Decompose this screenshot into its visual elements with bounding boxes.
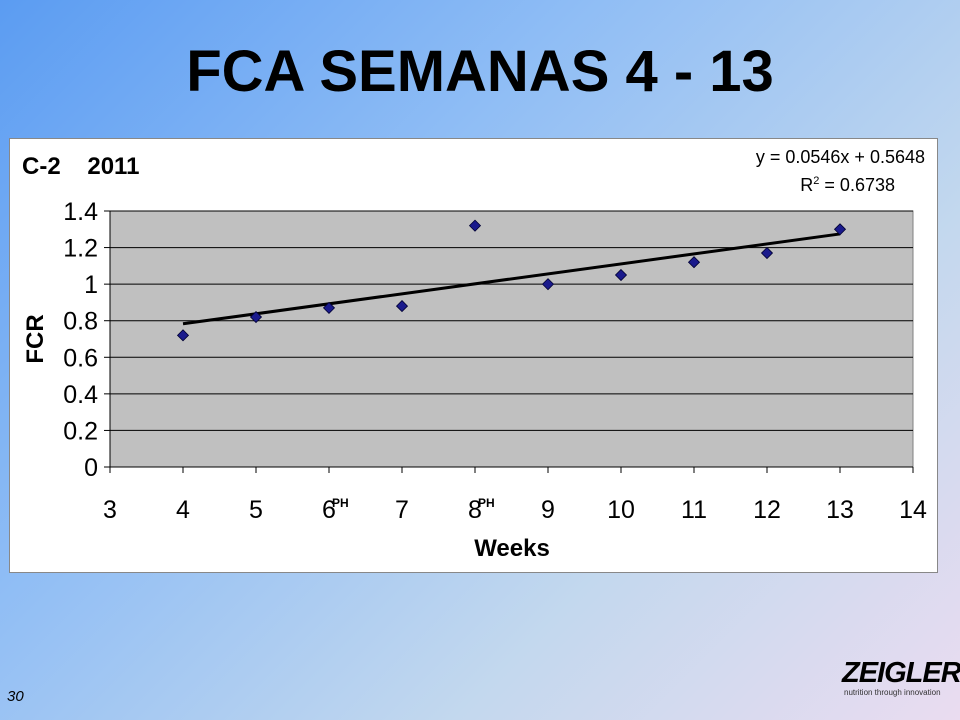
chart-container: 0 0.2 0.4 0.6 0.8 1 1.2 1.4 3 4 5 6 7 8 9 10 11 12 13 14 P… bbox=[9, 138, 938, 573]
r-squared-label: R2 = 0.6738 bbox=[800, 175, 895, 195]
data-point bbox=[760, 246, 774, 260]
y-tick-label: 1.4 bbox=[63, 198, 98, 226]
data-point bbox=[833, 223, 847, 236]
data-point bbox=[541, 278, 555, 291]
y-tick-label: 0.4 bbox=[63, 381, 98, 409]
y-tick-label: 0.6 bbox=[63, 344, 98, 372]
x-tick-label: 14 bbox=[899, 496, 927, 524]
ph-annotation: PH bbox=[478, 496, 495, 510]
x-tick-label: 12 bbox=[753, 496, 781, 524]
y-tick-label: 0 bbox=[84, 454, 98, 482]
x-tick-label: 5 bbox=[249, 496, 263, 524]
x-tick-label: 11 bbox=[681, 496, 707, 524]
x-tick-label: 13 bbox=[826, 496, 854, 524]
slide-title: FCA SEMANAS 4 - 13 bbox=[186, 39, 774, 104]
x-tick-label: 7 bbox=[395, 496, 409, 524]
zeigler-logo: ZEIGLER nutrition through innovation bbox=[842, 658, 960, 718]
logo-wordmark: ZEIGLER bbox=[842, 657, 960, 689]
y-tick-label: 0.8 bbox=[63, 308, 98, 336]
x-tick-label: 4 bbox=[176, 496, 190, 524]
x-tick-label: 9 bbox=[541, 496, 555, 524]
data-point bbox=[322, 301, 336, 314]
logo-tagline: nutrition through innovation bbox=[844, 688, 941, 697]
data-point bbox=[687, 256, 701, 269]
data-point bbox=[395, 300, 409, 313]
y-tick-label: 1.2 bbox=[63, 235, 98, 263]
y-tick-label: 1 bbox=[84, 271, 98, 299]
y-tick-label: 0.2 bbox=[63, 417, 98, 445]
ph-annotation: PH bbox=[332, 496, 349, 510]
x-tick-label: 6 bbox=[322, 496, 336, 524]
fcr-chart: 0 0.2 0.4 0.6 0.8 1 1.2 1.4 3 4 5 6 7 8 9 10 11 12 13 14 P… bbox=[22, 147, 927, 562]
y-axis-label: FCR bbox=[22, 314, 49, 363]
plot-area bbox=[109, 210, 914, 468]
data-point bbox=[249, 310, 263, 324]
trendline-equation: y = 0.0546x + 0.5648 bbox=[756, 147, 925, 167]
x-tick-label: 3 bbox=[103, 496, 117, 524]
trendline bbox=[182, 232, 841, 326]
x-axis-label: Weeks bbox=[474, 535, 550, 562]
x-tick-label: 8 bbox=[468, 496, 482, 524]
data-point bbox=[468, 219, 482, 232]
x-tick-label: 10 bbox=[607, 496, 635, 524]
slide-number: 30 bbox=[7, 688, 24, 705]
chart-title: C-2 2011 bbox=[22, 153, 139, 180]
data-point bbox=[614, 268, 628, 282]
data-point bbox=[176, 329, 190, 342]
